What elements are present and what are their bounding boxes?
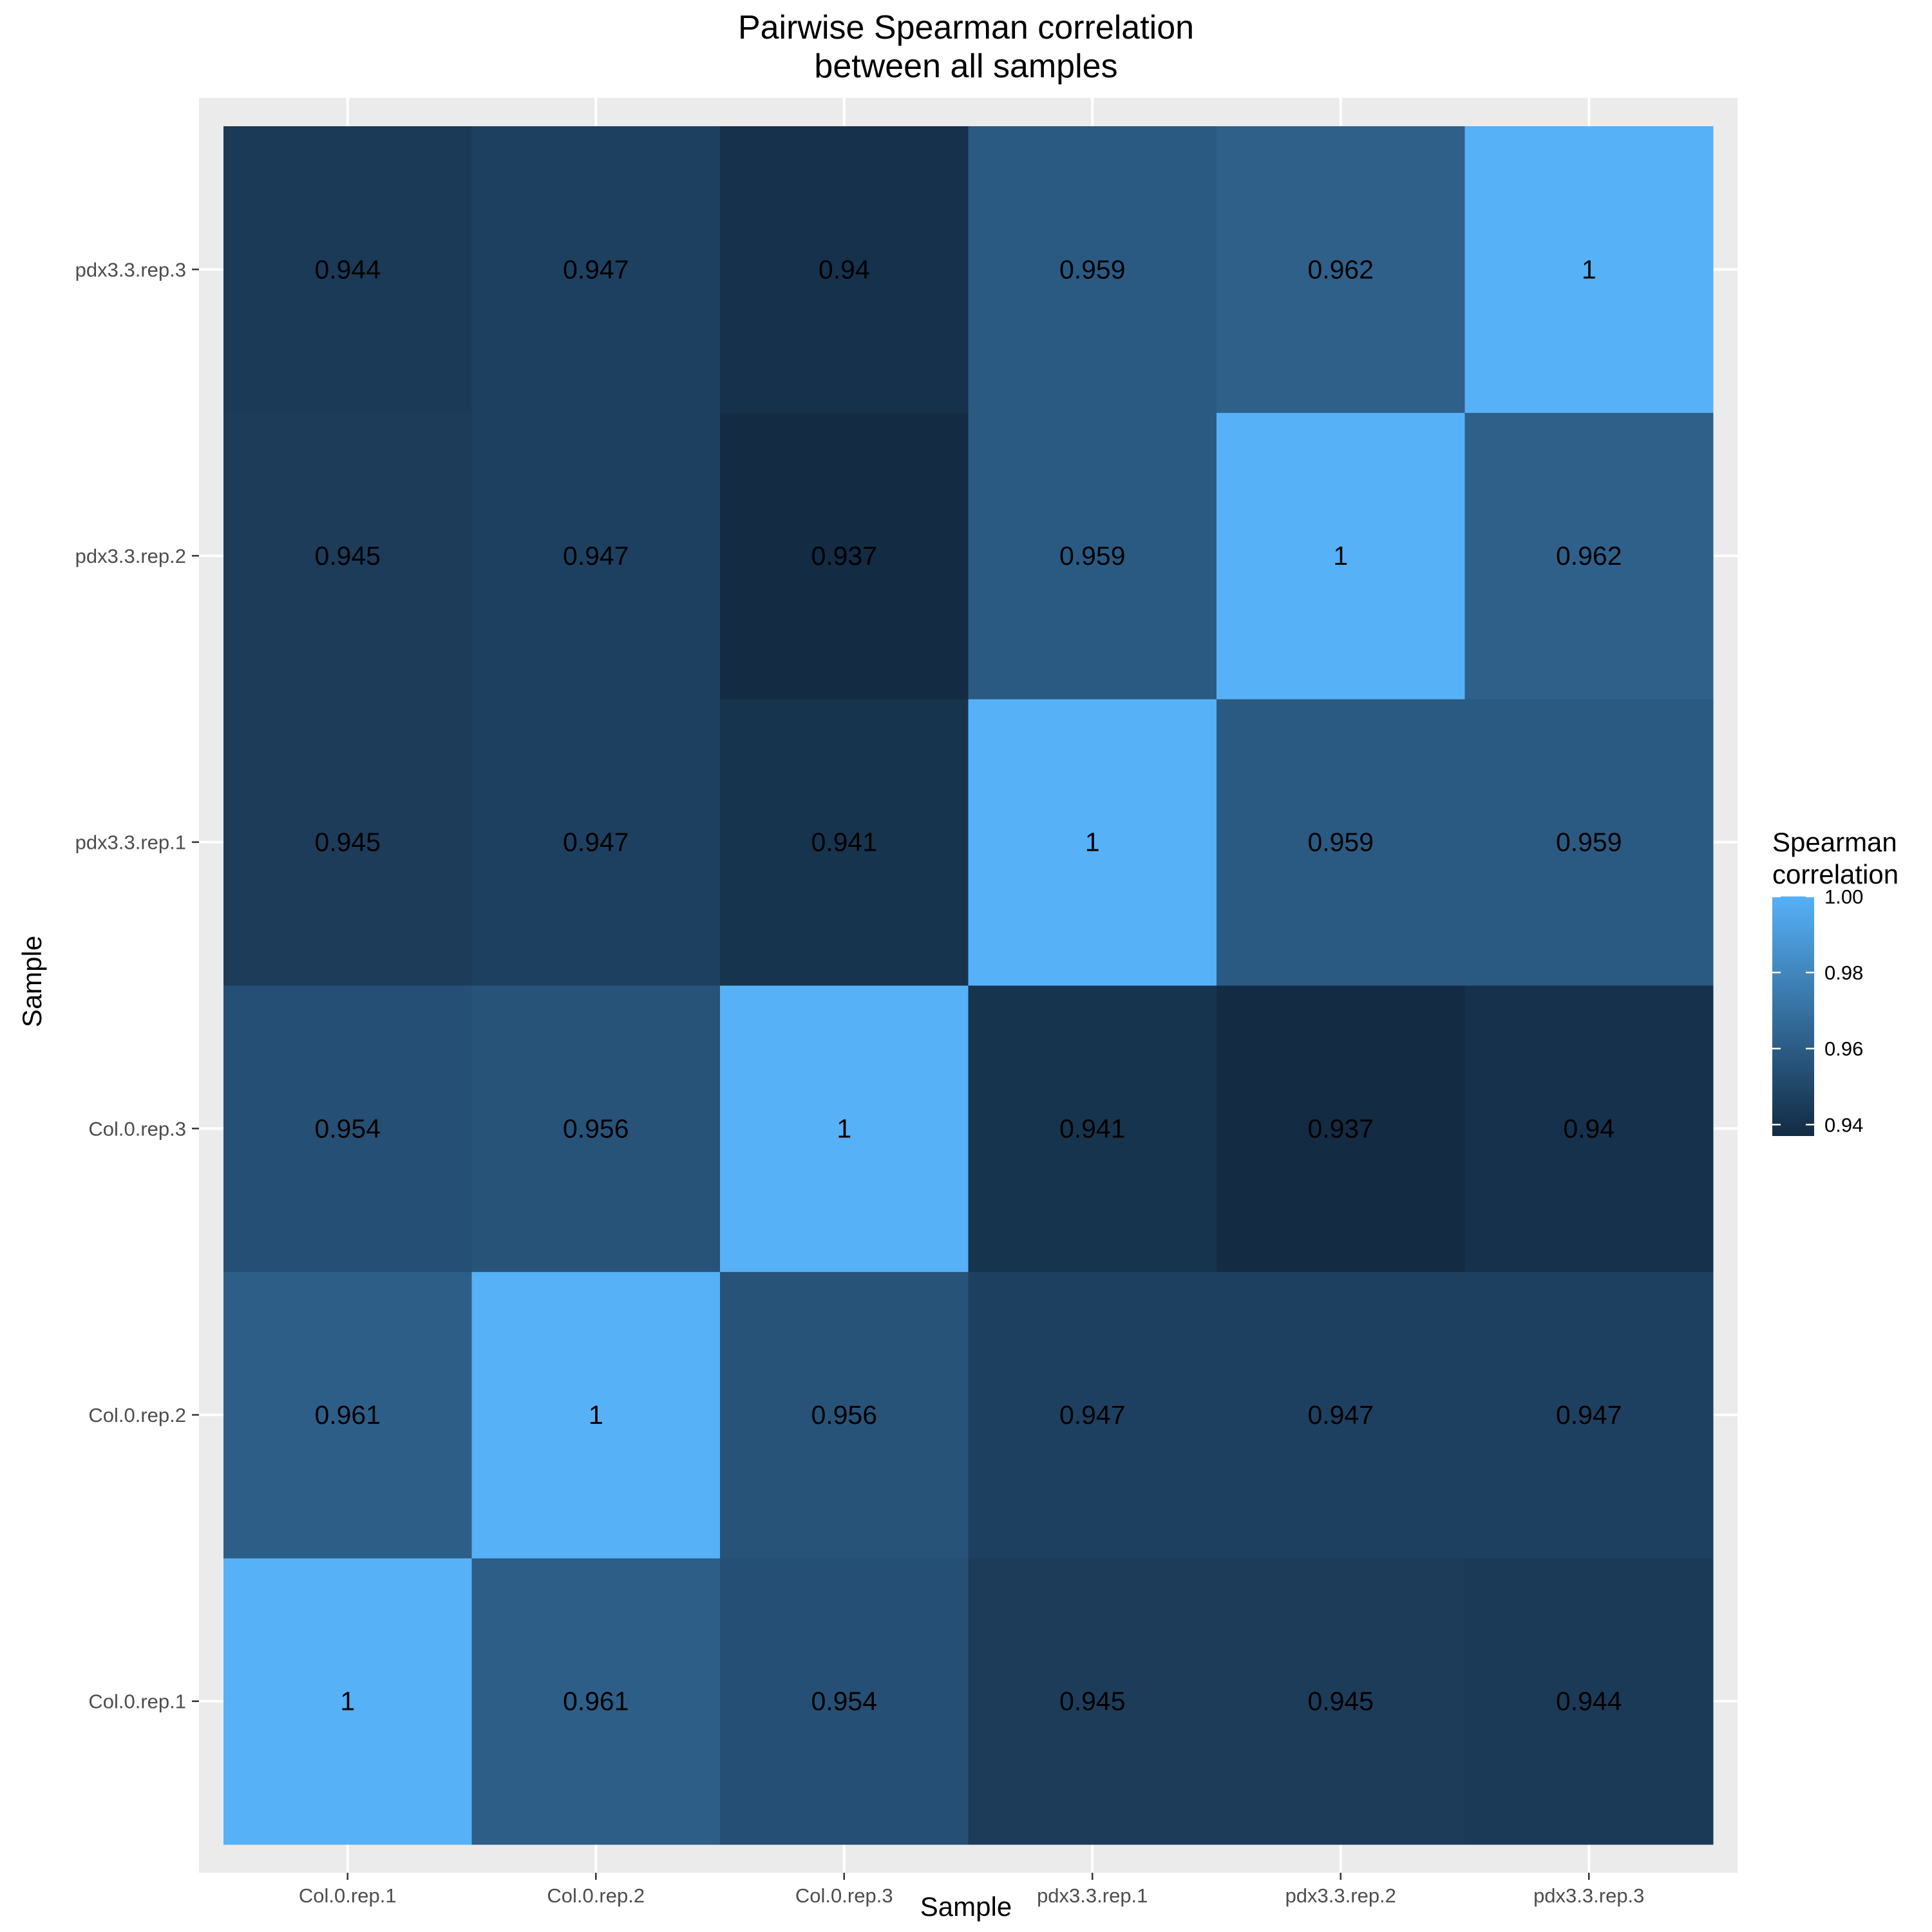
cell-value-label: 0.945 [1307,1687,1374,1716]
cell-value-label: 1 [1085,828,1100,857]
heatmap-cell [223,412,472,699]
cell-value-label: 0.941 [1059,1113,1126,1143]
cell-value-label: 0.944 [1556,1687,1622,1716]
heatmap-cell [720,412,969,699]
cell-value-label: 0.954 [811,1687,877,1716]
x-tick-label: pdx3.3.rep.1 [1037,1884,1148,1907]
cell-value-label: 0.961 [314,1400,381,1430]
heatmap-cell [1217,699,1465,986]
cell-value-label: 0.962 [1307,254,1374,284]
y-tick-label: pdx3.3.rep.2 [75,545,186,567]
cell-value-label: 0.947 [1059,1400,1126,1430]
y-tick-label: Col.0.rep.2 [88,1404,186,1426]
chart-title-line-2: between all samples [814,48,1117,85]
heatmap-cell [471,1271,721,1558]
heatmap-cell [1217,412,1465,699]
cell-value-label: 1 [837,1113,851,1143]
cell-value-label: 1 [589,1400,603,1430]
cell-value-label: 1 [340,1687,355,1716]
legend-colorbar [1772,896,1814,1136]
heatmap-cell [223,1558,472,1845]
x-tick-label: Col.0.rep.3 [795,1884,893,1907]
cell-value-label: 0.947 [1307,1400,1374,1430]
cell-value-label: 0.937 [811,541,877,571]
legend-tick-label: 0.96 [1824,1037,1863,1060]
cell-value-label: 0.945 [314,541,381,571]
heatmap-cell [720,1271,969,1558]
x-tick-label: Col.0.rep.1 [299,1884,397,1907]
legend-title-line-1: Spearman [1772,827,1897,857]
heatmap-cell [720,126,969,413]
heatmap-cell [1217,985,1465,1273]
x-tick-label: Col.0.rep.2 [547,1884,645,1907]
cell-value-label: 0.959 [1059,254,1126,284]
heatmap-cell [1217,1271,1465,1558]
heatmap-cell [720,1558,969,1845]
cell-value-label: 1 [1333,541,1348,571]
heatmap-cell [223,699,472,986]
y-tick-label: pdx3.3.rep.1 [75,831,186,854]
cell-value-label: 0.937 [1307,1113,1374,1143]
heatmap-cell [968,126,1217,413]
heatmap-cell [471,699,721,986]
chart-title-line-1: Pairwise Spearman correlation [738,9,1194,46]
cell-value-label: 0.947 [563,828,629,857]
cell-value-label: 0.959 [1556,828,1622,857]
cell-value-label: 0.947 [563,541,629,571]
cell-value-label: 0.941 [811,828,877,857]
heatmap-cell [471,126,721,413]
cell-value-label: 0.962 [1556,541,1622,571]
plot-area: 1 0.961 0.954 0.945 0.945 0.944 0.961 1 0.956 0.9… [75,98,1738,1907]
cell-value-label: 0.94 [819,254,870,284]
heatmap-cell [471,412,721,699]
cell-value-label: 0.961 [563,1687,629,1716]
cell-value-label: 1 [1582,254,1596,284]
heatmap-cell [1464,412,1714,699]
heatmap-cell [968,699,1217,986]
heatmap-cell [1464,126,1714,413]
legend-tick-label: 0.98 [1824,961,1863,984]
legend-title-line-2: correlation [1772,859,1899,889]
x-axis-title: Sample [920,1891,1012,1922]
heatmap-cell [968,1558,1217,1845]
x-tick-label: pdx3.3.rep.3 [1533,1884,1644,1907]
heatmap-cell [1464,1558,1714,1845]
cell-value-label: 0.956 [563,1113,629,1143]
cell-value-label: 0.94 [1563,1113,1615,1143]
heatmap-cell [1464,985,1714,1273]
heatmap-cell [223,1271,472,1558]
cell-value-label: 0.959 [1059,541,1126,571]
heatmap-cell [968,985,1217,1273]
heatmap-cell [1217,126,1465,413]
cell-value-label: 0.947 [563,254,629,284]
cell-value-label: 0.956 [811,1400,877,1430]
heatmap-cell [720,985,969,1273]
heatmap-cell [1464,699,1714,986]
cell-value-label: 0.954 [314,1113,381,1143]
cell-value-label: 0.947 [1556,1400,1622,1430]
heatmap-cell [471,1558,721,1845]
legend-tick-label: 1.00 [1824,886,1863,908]
y-tick-label: pdx3.3.rep.3 [75,258,186,281]
cell-value-label: 0.945 [1059,1687,1126,1716]
cell-value-label: 0.959 [1307,828,1374,857]
cell-value-label: 0.945 [314,828,381,857]
heatmap-cell [223,985,472,1273]
cell-value-label: 0.944 [314,254,381,284]
heatmap-cell [223,126,472,413]
heatmap-cell [1217,1558,1465,1845]
heatmap-cell [968,412,1217,699]
heatmap-cell [968,1271,1217,1558]
y-tick-label: Col.0.rep.3 [88,1117,186,1140]
heatmap-cell [1464,1271,1714,1558]
x-tick-label: pdx3.3.rep.2 [1285,1884,1396,1907]
y-tick-label: Col.0.rep.1 [88,1690,186,1713]
legend-tick-label: 0.94 [1824,1113,1863,1136]
heatmap-cell [720,699,969,986]
y-axis-title: Sample [17,936,47,1027]
heatmap-cell [471,985,721,1273]
